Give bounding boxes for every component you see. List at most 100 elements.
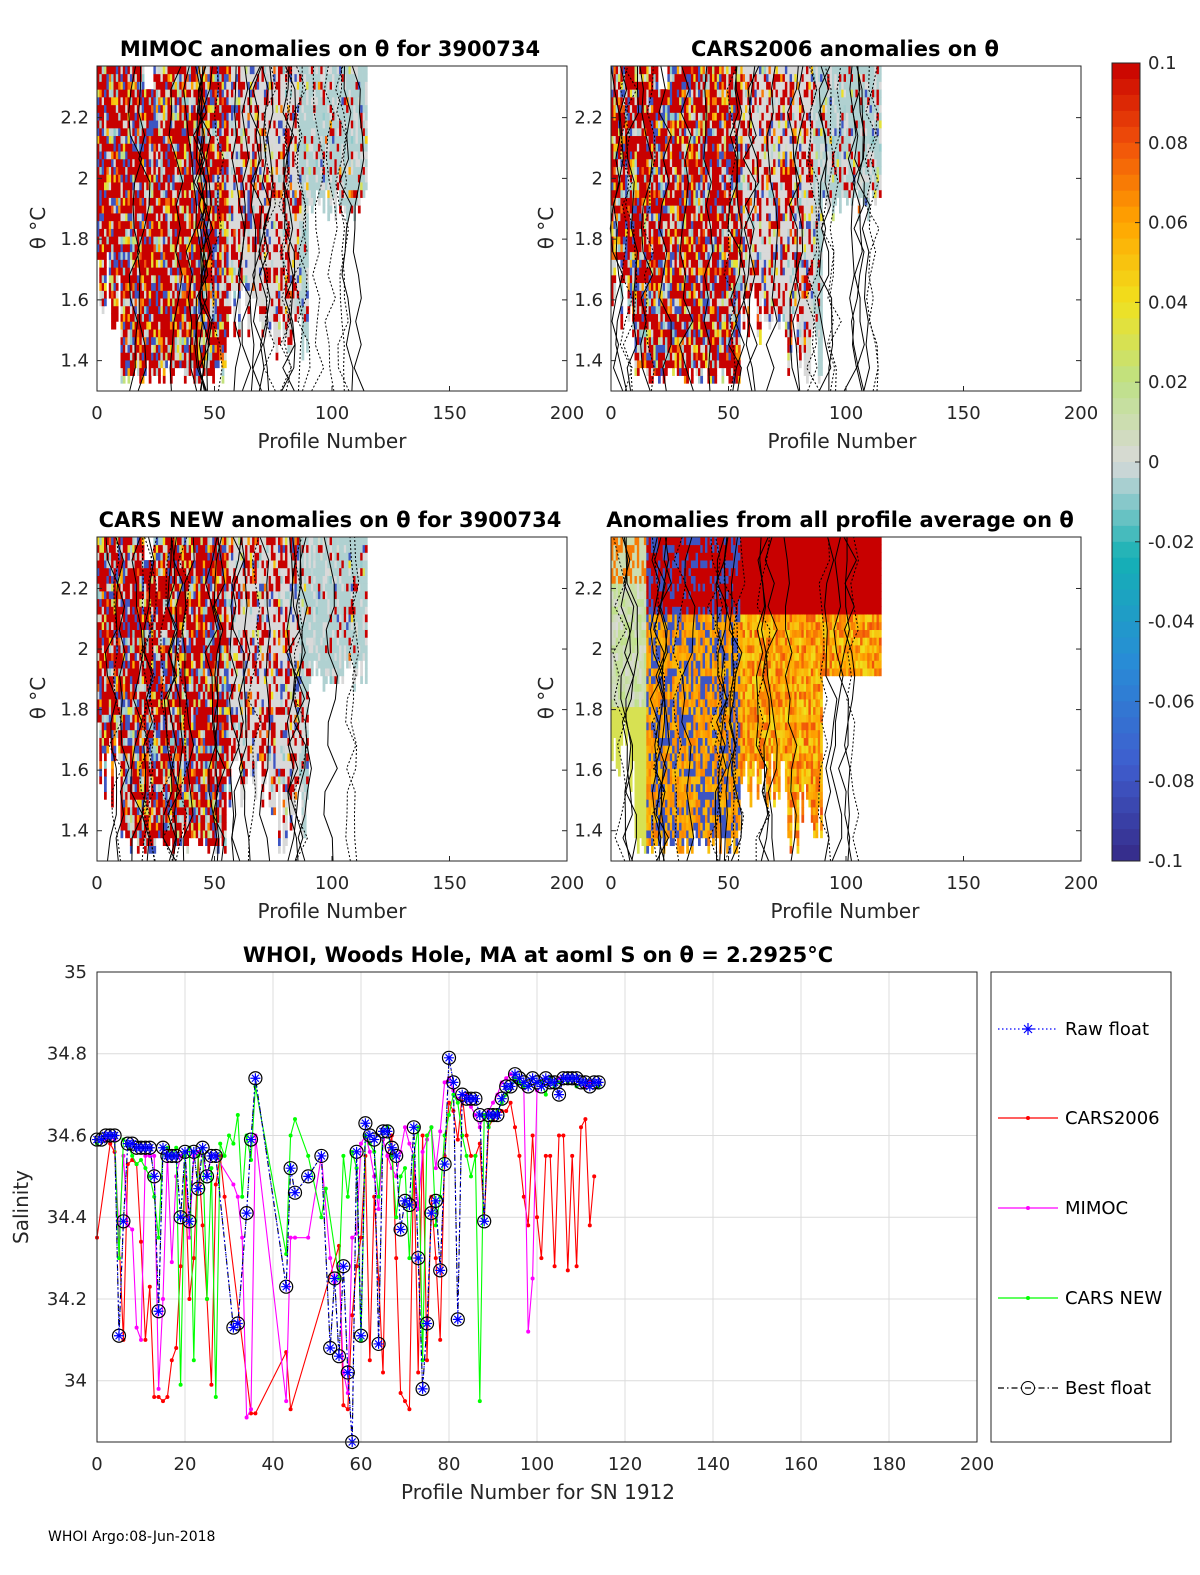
- heatmap-cell: [667, 205, 671, 214]
- heatmap-cell: [672, 305, 675, 315]
- heatmap-cell: [212, 143, 215, 152]
- heatmap-cell: [115, 213, 119, 222]
- heatmap-cell: [353, 97, 356, 106]
- heatmap-cell: [181, 336, 185, 345]
- heatmap-cell: [242, 205, 246, 214]
- heatmap-cell: [120, 313, 124, 322]
- heatmap-cell: [195, 282, 199, 291]
- heatmap-cell: [209, 158, 213, 168]
- contour-line: [258, 65, 274, 392]
- heatmap-cell: [254, 197, 258, 206]
- heatmap-cell: [651, 104, 654, 113]
- heatmap-cell: [676, 321, 680, 330]
- heatmap-cell: [195, 313, 199, 322]
- heatmap-cell: [132, 89, 136, 98]
- heatmap-cell: [169, 205, 173, 214]
- heatmap-cell: [132, 336, 136, 345]
- heatmap-cell: [629, 135, 633, 144]
- heatmap-cell: [646, 367, 650, 376]
- heatmap-cell: [266, 189, 269, 198]
- heatmap-cell: [315, 112, 319, 121]
- heatmap-cell: [658, 127, 661, 137]
- heatmap-cell: [613, 182, 617, 191]
- heatmap-cell: [280, 112, 284, 121]
- heatmap-cell: [191, 251, 194, 260]
- heatmap-cell: [662, 274, 666, 284]
- heatmap-cell: [155, 143, 159, 152]
- heatmap-cell: [667, 360, 671, 369]
- heatmap-cell: [231, 127, 234, 137]
- heatmap-cell: [153, 329, 157, 338]
- heatmap-cell: [278, 205, 281, 214]
- heatmap-cell: [245, 81, 248, 90]
- heatmap-cell: [174, 282, 178, 291]
- heatmap-cell: [235, 220, 239, 229]
- heatmap-cell: [99, 251, 103, 260]
- heatmap-cell: [146, 151, 150, 160]
- heatmap-cell: [252, 290, 255, 299]
- heatmap-cell: [332, 66, 335, 75]
- heatmap-cell: [299, 166, 302, 175]
- heatmap-cell: [221, 344, 225, 353]
- heatmap-cell: [141, 205, 145, 214]
- heatmap-cell: [317, 158, 321, 168]
- heatmap-cell: [129, 360, 133, 369]
- heatmap-cell: [221, 220, 225, 229]
- heatmap-cell: [169, 305, 173, 315]
- heatmap-cell: [209, 81, 213, 90]
- heatmap-cell: [240, 189, 244, 198]
- heatmap-cell: [136, 360, 140, 369]
- heatmap-cell: [676, 66, 680, 75]
- heatmap-cell: [278, 97, 281, 106]
- heatmap-cell: [639, 329, 642, 338]
- heatmap-cell: [622, 259, 626, 268]
- heatmap-cell: [134, 135, 138, 144]
- heatmap-cell: [249, 166, 253, 175]
- heatmap-cell: [158, 336, 161, 345]
- heatmap-cell: [172, 352, 175, 361]
- heatmap-cell: [270, 305, 274, 315]
- heatmap-cell: [155, 290, 159, 299]
- heatmap-cell: [686, 360, 689, 369]
- heatmap-cell: [141, 112, 145, 121]
- heatmap-cell: [282, 89, 286, 98]
- heatmap-cell: [235, 158, 239, 168]
- heatmap-cell: [643, 360, 647, 369]
- heatmap-cell: [629, 244, 633, 253]
- heatmap-cell: [136, 158, 140, 168]
- heatmap-cell: [665, 360, 668, 369]
- heatmap-cell: [320, 166, 324, 175]
- heatmap-cell: [160, 89, 164, 98]
- heatmap-cell: [221, 182, 225, 191]
- heatmap-cell: [355, 135, 359, 144]
- heatmap-cell: [115, 244, 119, 253]
- heatmap-cell: [148, 97, 152, 106]
- heatmap-cell: [125, 89, 128, 98]
- heatmap-cell: [662, 213, 666, 222]
- heatmap-cell: [108, 182, 112, 191]
- heatmap-cell: [299, 158, 302, 168]
- heatmap-cell: [287, 158, 291, 168]
- heatmap-cell: [280, 127, 284, 137]
- heatmap-cell: [141, 244, 145, 253]
- heatmap-cell: [191, 344, 194, 353]
- heatmap-cell: [155, 197, 159, 206]
- heatmap-cell: [275, 174, 279, 183]
- heatmap-cell: [679, 189, 682, 198]
- heatmap-cell: [320, 81, 324, 90]
- heatmap-cell: [151, 205, 154, 214]
- heatmap-cell: [634, 158, 638, 168]
- heatmap-cell: [174, 174, 178, 183]
- heatmap-cell: [679, 251, 682, 260]
- heatmap-cell: [188, 251, 192, 260]
- heatmap-cell: [181, 228, 185, 237]
- heatmap-cell: [151, 236, 154, 245]
- heatmap-cell: [676, 236, 680, 245]
- heatmap-cell: [268, 267, 272, 276]
- heatmap-cell: [676, 197, 680, 206]
- heatmap-cell: [263, 197, 267, 206]
- heatmap-cell: [294, 251, 298, 260]
- heatmap-cell: [191, 189, 194, 198]
- heatmap-cell: [207, 120, 211, 129]
- heatmap-cell: [294, 205, 298, 214]
